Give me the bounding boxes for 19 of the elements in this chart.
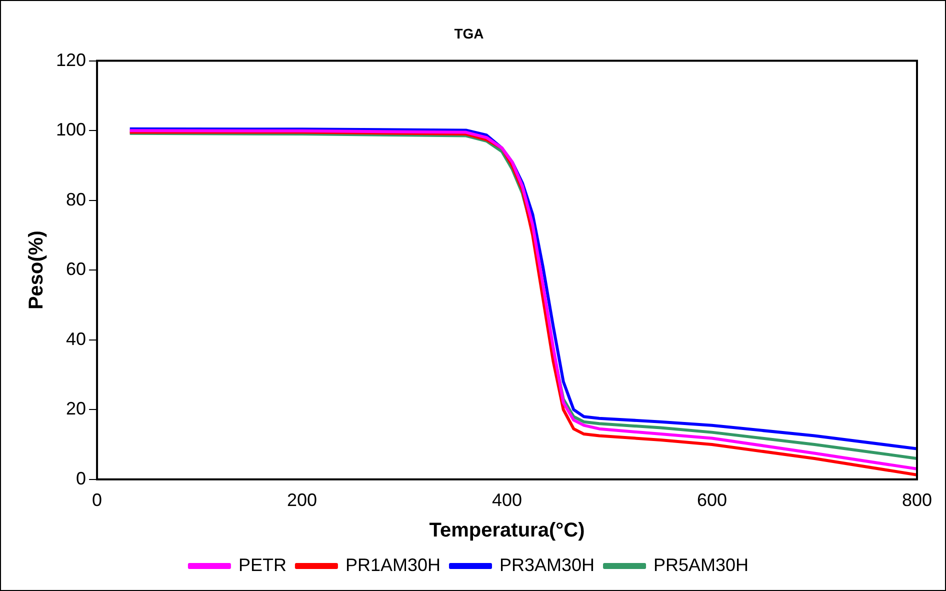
y-axis-title: Peso(%) bbox=[26, 230, 48, 310]
x-tick-label: 400 bbox=[492, 490, 522, 510]
x-tick-label: 0 bbox=[92, 490, 102, 510]
y-tick-label: 80 bbox=[66, 189, 86, 210]
legend-label: PR3AM30H bbox=[499, 554, 595, 575]
y-tick-label: 20 bbox=[66, 398, 86, 419]
chart-title: TGA bbox=[454, 25, 484, 42]
x-axis-title: Temperatura(°C) bbox=[429, 520, 585, 542]
legend-label: PR1AM30H bbox=[345, 554, 440, 575]
y-tick-label: 60 bbox=[66, 259, 86, 280]
legend-label: PR5AM30H bbox=[654, 554, 749, 575]
x-tick-label: 800 bbox=[902, 490, 932, 510]
y-tick-label: 40 bbox=[66, 328, 86, 349]
y-tick-label: 120 bbox=[56, 50, 86, 70]
y-tick-label: 0 bbox=[76, 468, 86, 488]
x-tick-label: 200 bbox=[287, 490, 318, 510]
y-tick-label: 100 bbox=[56, 120, 86, 140]
legend-label: PETR bbox=[238, 554, 286, 575]
x-tick-label: 600 bbox=[696, 490, 728, 510]
